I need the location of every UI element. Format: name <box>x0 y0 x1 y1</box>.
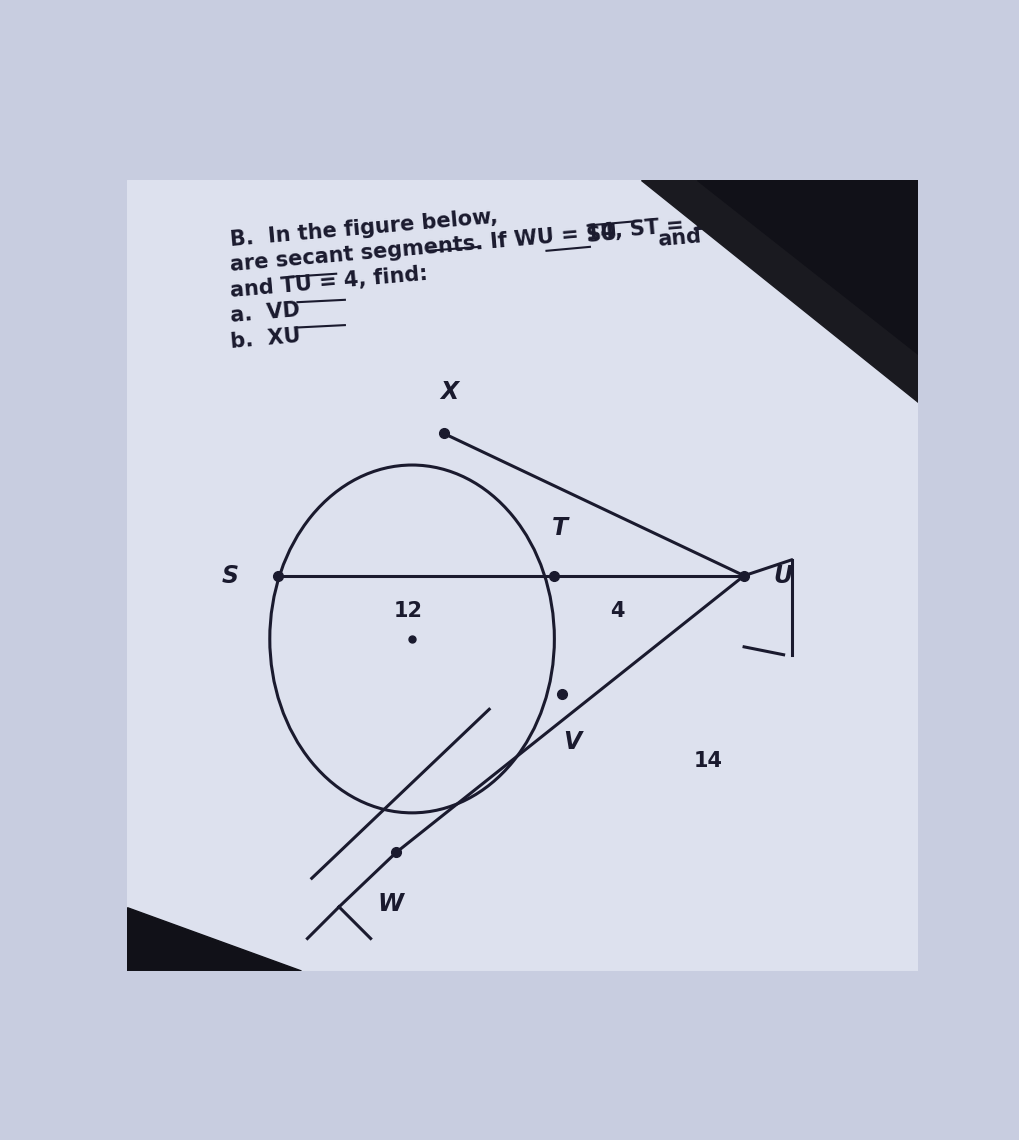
Text: 12: 12 <box>393 601 422 621</box>
Text: and: and <box>655 226 701 250</box>
Text: are secant segments. If WU = 14, ST = 12,: are secant segments. If WU = 14, ST = 12… <box>229 212 729 275</box>
Text: WU: WU <box>718 222 760 246</box>
Text: U: U <box>773 563 792 588</box>
Text: SU: SU <box>585 223 618 246</box>
Text: and TU = 4, find:: and TU = 4, find: <box>229 263 428 301</box>
Text: V: V <box>562 730 581 754</box>
Text: 4: 4 <box>609 601 625 621</box>
Polygon shape <box>696 180 917 355</box>
Text: 14: 14 <box>693 751 722 772</box>
Polygon shape <box>127 180 917 971</box>
Text: S: S <box>221 563 238 588</box>
Polygon shape <box>127 907 302 971</box>
Text: X: X <box>440 380 459 404</box>
Text: T: T <box>551 516 568 540</box>
Text: B.  In the figure below,: B. In the figure below, <box>229 206 498 250</box>
Text: a.  VD: a. VD <box>229 300 301 326</box>
Text: W: W <box>377 891 403 915</box>
Text: b.  XU: b. XU <box>229 326 301 351</box>
Polygon shape <box>641 180 917 401</box>
